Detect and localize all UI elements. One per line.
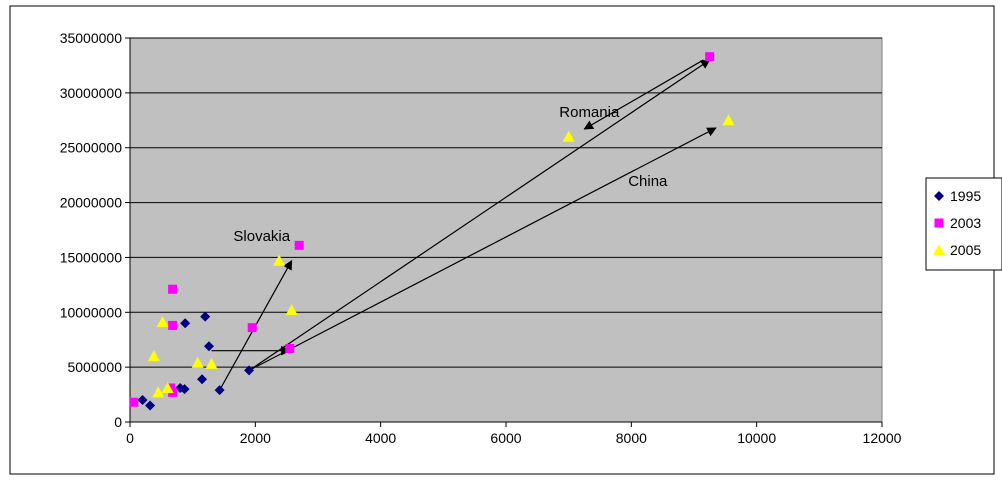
x-tick-label: 12000	[863, 430, 902, 446]
data-point-2005	[273, 254, 286, 266]
legend-label-1995: 1995	[950, 188, 981, 204]
x-tick-label: 0	[126, 430, 134, 446]
data-point-1995	[197, 374, 208, 385]
data-point-2003	[705, 52, 715, 62]
x-tick-label: 6000	[490, 430, 521, 446]
data-point-2005	[147, 350, 160, 362]
legend-label-2003: 2003	[950, 215, 981, 231]
annotation-arrow	[248, 59, 711, 371]
x-tick-label: 10000	[737, 430, 776, 446]
data-point-1995	[137, 395, 148, 406]
data-point-2005	[562, 130, 575, 142]
x-tick-label: 8000	[616, 430, 647, 446]
data-point-2003	[247, 323, 257, 333]
legend-marker-1995	[934, 191, 944, 201]
annotation-romania: Romania	[559, 104, 620, 121]
annotation-slovakia: Slovakia	[233, 228, 290, 245]
data-point-1995	[214, 385, 225, 396]
y-tick-label: 20000000	[60, 195, 123, 211]
y-tick-label: 5000000	[67, 359, 122, 375]
data-point-1995	[203, 341, 214, 352]
annotations: Romania China Slovakia	[233, 104, 668, 245]
data-point-2003	[168, 284, 178, 294]
data-point-2005	[285, 304, 298, 316]
data-point-1995	[179, 384, 190, 395]
legend-label-2005: 2005	[950, 242, 981, 258]
data-points	[129, 52, 735, 411]
data-point-2005	[205, 357, 218, 369]
data-point-2005	[161, 381, 174, 393]
data-point-2005	[722, 114, 735, 126]
annotation-arrow	[248, 127, 717, 371]
legend: 1995 2003 2005	[925, 177, 1002, 271]
gridlines	[130, 37, 882, 368]
x-tick-label: 2000	[240, 430, 271, 446]
y-tick-label: 15000000	[60, 249, 123, 265]
y-tick-label: 0	[114, 414, 122, 430]
y-tick-label: 25000000	[60, 140, 123, 156]
data-point-1995	[180, 318, 191, 329]
data-point-2003	[168, 320, 178, 330]
legend-marker-2005	[933, 244, 945, 255]
data-point-1995	[244, 365, 255, 376]
axes: 0 5000000 10000000 15000000 20000000 25000000…	[60, 30, 902, 446]
data-point-2003	[294, 240, 304, 250]
y-tick-label: 30000000	[60, 85, 123, 101]
annotation-china: China	[628, 173, 668, 190]
data-point-1995	[145, 400, 156, 411]
x-tick-label: 4000	[365, 430, 396, 446]
data-point-2005	[191, 356, 204, 368]
plot-area	[129, 37, 883, 423]
data-point-2005	[152, 386, 165, 398]
data-point-2005	[156, 316, 169, 328]
data-point-2003	[129, 397, 139, 407]
data-point-2003	[285, 343, 295, 353]
data-point-1995	[200, 311, 211, 322]
y-tick-label: 35000000	[60, 30, 123, 46]
y-tick-label: 10000000	[60, 304, 123, 320]
legend-marker-2003	[934, 218, 944, 228]
annotation-arrow	[583, 59, 704, 130]
